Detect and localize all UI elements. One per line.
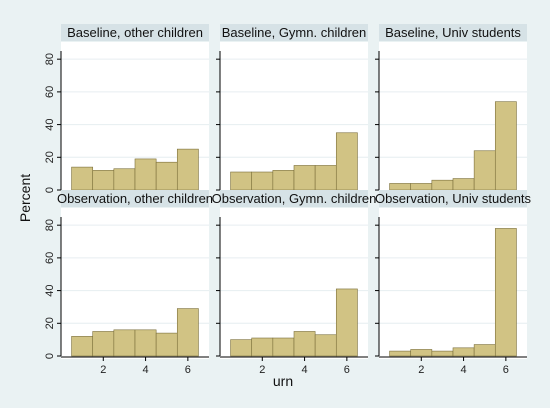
panel-title: Observation, other children — [57, 191, 213, 206]
y-tick-label: 20 — [44, 151, 56, 163]
y-axis-label: Percent — [17, 174, 33, 222]
histogram-bar — [135, 330, 156, 356]
panel-grid: Baseline, other children020406080246Base… — [44, 24, 532, 376]
histogram-bar — [114, 330, 135, 356]
y-tick-label: 60 — [44, 252, 56, 264]
histogram-bar — [273, 170, 294, 190]
histogram-bar — [294, 331, 315, 356]
histogram-bar — [453, 179, 474, 190]
histogram-bar — [390, 351, 411, 356]
panel-title: Observation, Gymn. children — [212, 191, 377, 206]
histogram-bar — [114, 169, 135, 190]
x-tick-label: 2 — [259, 364, 265, 376]
histogram-bar — [252, 172, 273, 190]
histogram-bar — [411, 349, 432, 356]
histogram-bar — [432, 351, 453, 356]
histogram-bar — [156, 333, 177, 356]
panel-title: Baseline, Univ students — [385, 25, 521, 40]
histogram-bar — [294, 165, 315, 190]
histogram-bar — [432, 180, 453, 190]
histogram-bar — [231, 172, 252, 190]
histogram-bar — [474, 345, 495, 356]
histogram-bar — [156, 162, 177, 190]
histogram-bar — [93, 170, 114, 190]
panel: Observation, Univ students 2 4 6 — [375, 190, 532, 376]
histogram-bar — [72, 167, 93, 190]
y-tick-label: 80 — [44, 53, 56, 65]
x-tick-label: 4 — [461, 364, 467, 376]
panel: Observation, Gymn. children 2 4 6 — [212, 190, 377, 376]
histogram-bar — [336, 289, 357, 356]
histogram-bar — [273, 338, 294, 356]
y-tick-label: 60 — [44, 86, 56, 98]
y-tick-label: 20 — [44, 317, 56, 329]
histogram-bar — [336, 133, 357, 190]
histogram-bar — [231, 340, 252, 356]
x-tick-label: 2 — [100, 364, 106, 376]
histogram-bar — [495, 102, 516, 190]
histogram-bar — [93, 331, 114, 356]
x-tick-label: 2 — [418, 364, 424, 376]
x-tick-label: 6 — [344, 364, 350, 376]
x-tick-label: 4 — [302, 364, 308, 376]
x-axis-label: urn — [273, 373, 293, 389]
histogram-bar — [177, 149, 198, 190]
x-tick-label: 4 — [143, 364, 149, 376]
y-tick-label: 40 — [44, 118, 56, 130]
histogram-bar — [453, 348, 474, 356]
histogram-bar — [495, 228, 516, 356]
histogram-bar — [177, 309, 198, 356]
y-tick-label: 0 — [44, 353, 56, 359]
y-tick-label: 0 — [44, 187, 56, 193]
y-tick-label: 80 — [44, 219, 56, 231]
y-tick-label: 40 — [44, 284, 56, 296]
panel-title: Observation, Univ students — [375, 191, 532, 206]
histogram-bar — [252, 338, 273, 356]
histogram-bar — [474, 151, 495, 190]
histogram-bar — [411, 183, 432, 190]
histogram-bar — [135, 159, 156, 190]
histogram-bar — [390, 183, 411, 190]
histogram-bar — [72, 336, 93, 356]
panel-title: Baseline, Gymn. children — [222, 25, 367, 40]
x-tick-label: 6 — [185, 364, 191, 376]
panel-title: Baseline, other children — [67, 25, 203, 40]
histogram-bar — [315, 335, 336, 356]
histogram-bar — [315, 165, 336, 190]
x-tick-label: 6 — [503, 364, 509, 376]
